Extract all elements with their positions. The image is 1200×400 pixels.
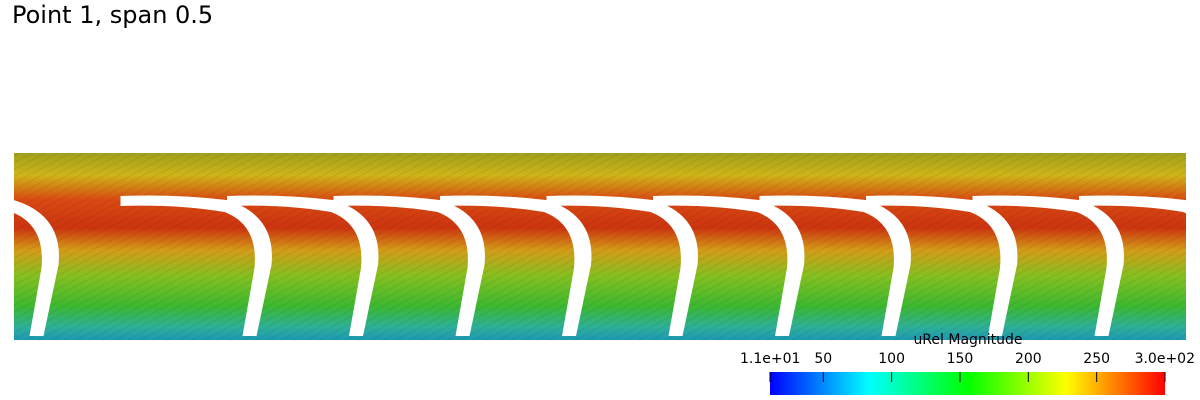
- blade: [333, 195, 485, 336]
- blade: [440, 195, 592, 336]
- blade: [227, 195, 379, 336]
- colorbar-tick-label: 1.1e+01: [740, 351, 800, 367]
- blade: [759, 195, 911, 336]
- colorbar: [770, 372, 1165, 395]
- streamlines: [14, 153, 1186, 340]
- blade: [546, 195, 698, 336]
- title: Point 1, span 0.5: [12, 1, 213, 29]
- blade: [120, 195, 272, 336]
- blade: [866, 195, 1018, 336]
- blade: [972, 195, 1124, 336]
- blade: [0, 198, 59, 336]
- colorbar-tick-label: 150: [947, 351, 974, 367]
- colorbar-tick-label: 100: [878, 351, 905, 367]
- colorbar-tick-label: 250: [1083, 351, 1110, 367]
- colorbar-tick-label: 3.0e+02: [1135, 351, 1195, 367]
- blades: [0, 195, 1200, 336]
- blade: [1079, 195, 1200, 223]
- colorbar-tick-label: 50: [814, 351, 832, 367]
- colorbar-title: uRel Magnitude: [913, 332, 1022, 348]
- colorbar-tick-label: 200: [1015, 351, 1042, 367]
- blade: [653, 195, 805, 336]
